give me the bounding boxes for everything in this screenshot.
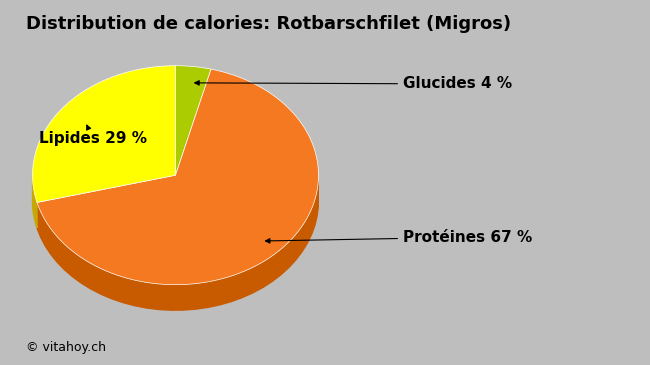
Text: © vitahoy.ch: © vitahoy.ch	[26, 341, 106, 354]
Polygon shape	[176, 66, 211, 175]
Polygon shape	[37, 69, 318, 285]
Text: Protéines 67 %: Protéines 67 %	[265, 230, 532, 245]
Polygon shape	[32, 178, 37, 228]
Polygon shape	[32, 66, 176, 203]
Polygon shape	[37, 181, 318, 310]
Text: Lipides 29 %: Lipides 29 %	[39, 125, 147, 146]
Text: Glucides 4 %: Glucides 4 %	[195, 76, 512, 92]
Text: Distribution de calories: Rotbarschfilet (Migros): Distribution de calories: Rotbarschfilet…	[26, 15, 511, 32]
